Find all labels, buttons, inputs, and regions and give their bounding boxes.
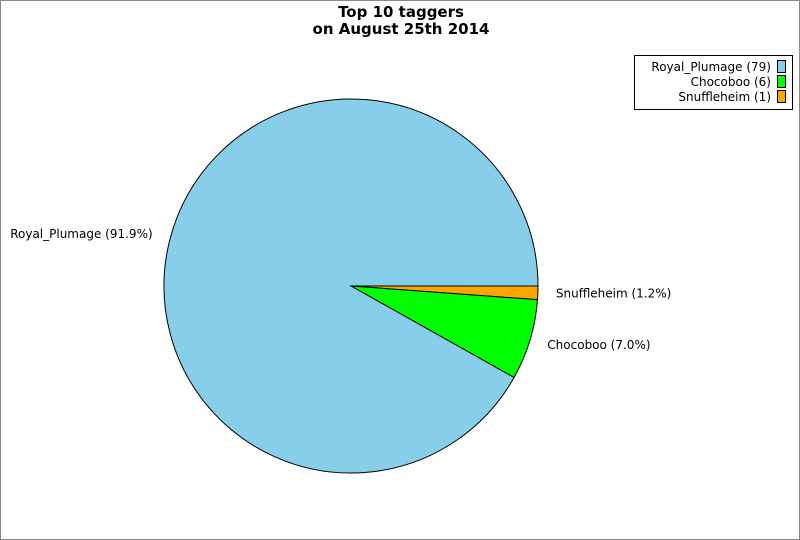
legend-item: Chocoboo (6) (691, 73, 786, 90)
legend-label: Royal_Plumage (79) (651, 59, 771, 74)
pie-slice-royal-plumage (163, 98, 539, 474)
legend-swatch (777, 60, 786, 73)
chart-title: Top 10 taggers on August 25th 2014 (1, 3, 799, 38)
legend-swatch (777, 90, 786, 103)
chart-title-line-1: Top 10 taggers (338, 3, 464, 21)
legend-label: Chocoboo (6) (690, 74, 771, 89)
slice-label: Royal_Plumage (91.9%) (10, 227, 152, 241)
legend-swatch (777, 75, 786, 88)
legend-item: Royal_Plumage (79) (651, 58, 786, 75)
legend: Royal_Plumage (79) Chocoboo (6) Snufflehei… (634, 55, 793, 110)
chart-title-line-2: on August 25th 2014 (312, 20, 490, 38)
legend-item: Snuffleheim (1) (678, 88, 786, 105)
slice-label: Snuffleheim (1.2%) (556, 286, 672, 300)
slice-label: Chocoboo (7.0%) (547, 338, 650, 352)
legend-label: Snuffleheim (1) (678, 89, 771, 104)
